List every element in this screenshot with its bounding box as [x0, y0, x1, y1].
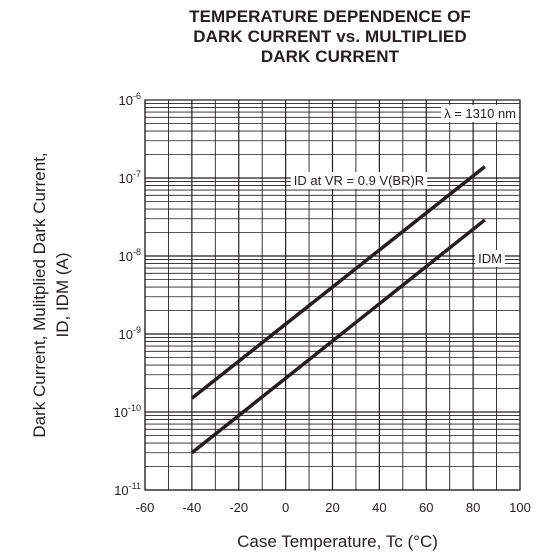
x-tick-label: 60 [419, 500, 433, 515]
y-tick-label: 10-6 [119, 91, 141, 108]
id-series-label: ID at VR = 0.9 V(BR)R [294, 173, 424, 188]
y-tick-label: 10-10 [114, 403, 141, 420]
x-axis-title: Case Temperature, Tc (°C) [237, 532, 438, 551]
chart-title-line-3: DARK CURRENT [260, 47, 400, 66]
chart-title-line-1: TEMPERATURE DEPENDENCE OF [189, 7, 471, 26]
id-series-label-background [290, 172, 428, 189]
x-tick-label: -60 [136, 500, 155, 515]
x-tick-label: -20 [229, 500, 248, 515]
x-tick-labels: -60 -40 -20 0 20 40 60 80 100 [136, 500, 531, 515]
idm-series-line [190, 218, 486, 455]
y-tick-label: 10-7 [119, 169, 141, 186]
chart-title: TEMPERATURE DEPENDENCE OF DARK CURRENT v… [140, 7, 520, 67]
x-tick-label: 40 [372, 500, 386, 515]
y-tick-label: 10-8 [119, 247, 141, 264]
y-tick-label: 10-11 [114, 481, 141, 498]
x-tick-label: 0 [282, 500, 289, 515]
grid [144, 100, 521, 491]
y-tick-labels: 10-11 10-10 10-9 10-8 10-7 10-6 [114, 91, 141, 498]
idm-series-label-background [475, 250, 505, 267]
wavelength-annotation-background [441, 105, 519, 122]
annotations: λ = 1310 nm ID at VR = 0.9 V(BR)R IDM [290, 105, 519, 267]
y-axis-title-line-1: Dark Current, Mulitplied Dark Current, [30, 152, 49, 437]
x-tick-label: 80 [466, 500, 480, 515]
chart-title-line-2: DARK CURRENT vs. MULTIPLIED [193, 27, 467, 46]
y-tick-label: 10-9 [119, 325, 141, 342]
y-axis-title-line-2: ID, IDM (A) [53, 253, 72, 338]
id-series-line [190, 165, 486, 400]
wavelength-annotation: λ = 1310 nm [444, 106, 516, 121]
plot-frame [144, 99, 521, 491]
x-tick-label: 20 [325, 500, 339, 515]
x-tick-label: -40 [182, 500, 201, 515]
x-tick-label: 100 [509, 500, 531, 515]
idm-series-label: IDM [478, 251, 502, 266]
series [190, 165, 486, 455]
